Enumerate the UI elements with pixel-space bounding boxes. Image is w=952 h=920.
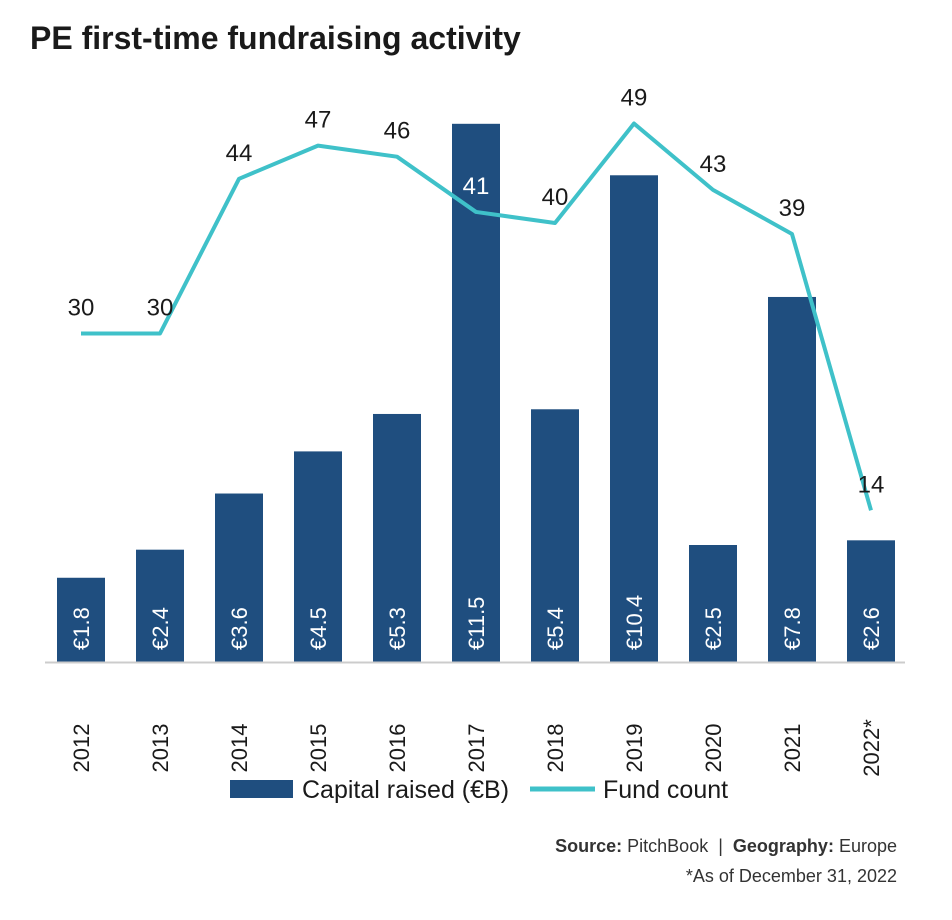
bar-value-label: €2.4 (148, 607, 173, 650)
source-line: Source: PitchBook | Geography: Europe (555, 836, 897, 857)
line-value-label: 44 (226, 140, 253, 167)
line-value-label: 46 (384, 118, 411, 145)
geography-label: Geography: (732, 836, 834, 856)
bar-2022* (847, 540, 895, 662)
bar-value-label: €3.6 (227, 607, 252, 650)
bar-value-label: €5.3 (385, 607, 410, 650)
fund-count-line (81, 121, 873, 511)
line-value-label: 14 (858, 471, 885, 498)
bar-value-label: €1.8 (69, 607, 94, 650)
line-value-label: 41 (463, 173, 490, 200)
x-tick-label: 2014 (227, 724, 252, 773)
source-value: PitchBook (627, 836, 709, 856)
x-tick-label: 2016 (385, 724, 410, 773)
bar-value-label: €11.5 (464, 597, 489, 650)
legend-line-label: Fund count (603, 776, 728, 804)
line-value-label: 39 (779, 195, 806, 222)
geography-value: Europe (838, 836, 897, 856)
footnote: *As of December 31, 2022 (685, 866, 897, 886)
bar-2014 (215, 493, 263, 662)
x-tick-label: 2018 (543, 724, 568, 773)
legend-bar-swatch (230, 780, 293, 798)
line-value-label: 30 (147, 295, 174, 322)
x-tick-label: 2021 (780, 724, 805, 773)
x-tick-label: 2013 (148, 724, 173, 773)
source-label: Source: (555, 836, 623, 856)
bar-value-label: €2.6 (859, 607, 884, 650)
bar-2017 (452, 123, 500, 663)
legend-bar-label: Capital raised (€B) (302, 776, 509, 804)
bar-value-label: €5.4 (543, 607, 568, 650)
bar-2013 (136, 549, 184, 662)
x-tick-label: 2019 (622, 724, 647, 773)
bar-value-label: €4.5 (306, 607, 331, 650)
x-tick-label: 2017 (464, 724, 489, 773)
x-tick-label: 2022* (859, 719, 884, 777)
bar-value-label: €2.5 (701, 607, 726, 650)
bar-2021 (768, 296, 816, 662)
x-tick-label: 2020 (701, 724, 726, 773)
line-value-label: 49 (621, 85, 648, 112)
bar-2012 (57, 577, 105, 662)
bar-2019 (610, 175, 658, 662)
line-value-label: 30 (68, 295, 95, 322)
bar-2015 (294, 451, 342, 662)
line-value-label: 47 (305, 107, 332, 134)
bar-value-label: €10.4 (622, 595, 647, 650)
bar-2018 (531, 409, 579, 662)
x-tick-label: 2015 (306, 724, 331, 773)
chart-title: PE first-time fundraising activity (30, 20, 521, 56)
bar-2016 (373, 413, 421, 662)
separator: | (718, 836, 723, 856)
x-tick-label: 2012 (69, 724, 94, 773)
bar-2020 (689, 545, 737, 662)
line-value-label: 43 (700, 151, 727, 178)
bar-value-label: €7.8 (780, 607, 805, 650)
line-value-label: 40 (542, 184, 569, 211)
